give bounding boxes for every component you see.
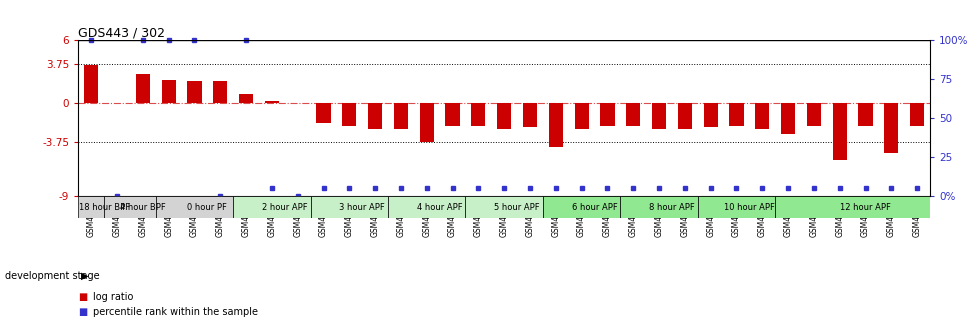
Bar <box>703 103 717 127</box>
Bar <box>393 103 408 129</box>
Bar <box>600 103 614 126</box>
Text: 18 hour BPF: 18 hour BPF <box>78 203 129 212</box>
Text: 12 hour APF: 12 hour APF <box>839 203 890 212</box>
Bar <box>831 103 846 160</box>
Bar <box>387 196 465 218</box>
Bar <box>368 103 381 129</box>
Bar <box>910 103 923 126</box>
Bar <box>239 94 253 103</box>
Text: 4 hour BPF: 4 hour BPF <box>120 203 165 212</box>
Bar <box>156 196 233 218</box>
Text: 6 hour APF: 6 hour APF <box>571 203 617 212</box>
Bar <box>620 196 697 218</box>
Text: 10 hour APF: 10 hour APF <box>723 203 774 212</box>
Bar <box>697 196 775 218</box>
Bar <box>187 81 201 103</box>
Bar <box>420 103 433 142</box>
Text: 8 hour APF: 8 hour APF <box>648 203 694 212</box>
Bar <box>729 103 743 126</box>
Bar <box>136 74 150 103</box>
Bar <box>651 103 665 129</box>
Bar <box>264 101 279 103</box>
Text: 3 hour APF: 3 hour APF <box>339 203 384 212</box>
Bar <box>310 196 387 218</box>
Text: log ratio: log ratio <box>93 292 133 302</box>
Bar <box>84 65 98 103</box>
Bar <box>497 103 511 129</box>
Text: 0 hour PF: 0 hour PF <box>187 203 227 212</box>
Bar <box>522 103 537 127</box>
Bar <box>78 196 104 218</box>
Bar <box>470 103 485 126</box>
Text: percentile rank within the sample: percentile rank within the sample <box>93 307 258 318</box>
Bar <box>543 196 620 218</box>
Bar <box>626 103 640 126</box>
Bar <box>806 103 821 126</box>
Bar <box>233 196 310 218</box>
Bar <box>465 196 543 218</box>
Bar <box>754 103 769 129</box>
Bar <box>883 103 898 153</box>
Bar <box>574 103 588 129</box>
Bar <box>677 103 691 129</box>
Text: ▶: ▶ <box>81 270 89 281</box>
Bar <box>316 103 331 123</box>
Text: ■: ■ <box>78 307 87 318</box>
Bar <box>775 196 929 218</box>
Text: 2 hour APF: 2 hour APF <box>262 203 307 212</box>
Bar <box>161 80 176 103</box>
Bar <box>342 103 356 126</box>
Text: 5 hour APF: 5 hour APF <box>494 203 539 212</box>
Text: ■: ■ <box>78 292 87 302</box>
Bar <box>445 103 460 126</box>
Bar <box>548 103 562 147</box>
Text: development stage: development stage <box>5 270 100 281</box>
Bar <box>780 103 794 134</box>
Bar <box>213 81 227 103</box>
Bar <box>858 103 871 126</box>
Text: GDS443 / 302: GDS443 / 302 <box>78 26 165 39</box>
Text: 4 hour APF: 4 hour APF <box>417 203 462 212</box>
Bar <box>104 196 156 218</box>
